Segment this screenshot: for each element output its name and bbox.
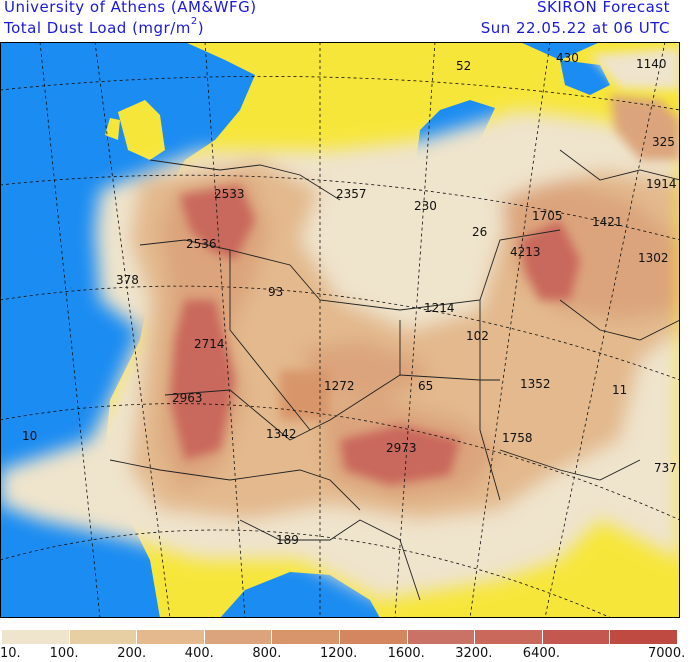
value-label: 378 xyxy=(116,273,139,287)
legend-swatch xyxy=(2,630,69,644)
value-label: 1214 xyxy=(424,301,455,315)
value-label: 2973 xyxy=(386,441,417,455)
value-label: 2533 xyxy=(214,187,245,201)
value-label: 2963 xyxy=(172,391,203,405)
value-label: 1342 xyxy=(266,427,297,441)
forecast-label: SKIRON Forecast xyxy=(537,0,670,16)
legend-swatch xyxy=(137,630,204,644)
value-label: 1302 xyxy=(638,251,669,265)
graticule xyxy=(0,42,680,618)
value-label: 325 xyxy=(652,135,675,149)
value-label: 102 xyxy=(466,329,489,343)
value-label: 1140 xyxy=(636,57,667,71)
country-borders xyxy=(109,149,680,601)
legend-value: 3200. xyxy=(455,646,493,661)
legend-swatch xyxy=(542,630,610,644)
value-label: 65 xyxy=(418,379,433,393)
legend-swatch xyxy=(610,630,677,644)
legend-swatch xyxy=(69,630,137,644)
legend-value: 10. xyxy=(0,646,21,661)
legend-value: 1600. xyxy=(387,646,425,661)
map-title-variable: Total Dust Load (mgr/m2) xyxy=(4,16,205,37)
value-label: 4213 xyxy=(510,245,541,259)
value-label: 1272 xyxy=(324,379,355,393)
value-label: 2714 xyxy=(194,337,225,351)
legend-value: 400. xyxy=(184,646,214,661)
legend-swatch xyxy=(204,630,272,644)
value-label: 11 xyxy=(612,383,627,397)
legend-swatch xyxy=(407,630,475,644)
value-label: 2536 xyxy=(186,237,217,251)
value-label: 2357 xyxy=(336,187,367,201)
value-label: 430 xyxy=(556,51,579,65)
value-label: 93 xyxy=(268,285,283,299)
value-label: 1914 xyxy=(646,177,677,191)
value-label: 737 xyxy=(654,461,677,475)
legend-value: 7000. xyxy=(648,646,686,661)
value-label: 1758 xyxy=(502,431,533,445)
dust-core xyxy=(170,185,580,485)
legend-value: 800. xyxy=(252,646,282,661)
dust-load-map: 52 430 1140 325 1914 2533 2536 2357 230 … xyxy=(0,42,680,618)
value-label: 189 xyxy=(276,533,299,547)
legend-swatch xyxy=(340,630,407,644)
value-label: 10 xyxy=(22,429,37,443)
legend-value: 6400. xyxy=(522,646,561,661)
map-title-institution: University of Athens (AM&WFG) xyxy=(4,0,257,16)
legend-value: 1200. xyxy=(320,646,358,661)
value-label: 1421 xyxy=(592,215,623,229)
value-label: 1352 xyxy=(520,377,551,391)
color-legend xyxy=(2,630,678,644)
legend-swatch xyxy=(475,630,542,644)
forecast-valid-time: Sun 22.05.22 at 06 UTC xyxy=(480,19,670,37)
value-label: 230 xyxy=(414,199,437,213)
value-label: 52 xyxy=(456,59,471,73)
legend-value: 100. xyxy=(49,646,79,661)
legend-value: 200. xyxy=(117,646,147,661)
value-label: 26 xyxy=(472,225,487,239)
legend-swatch xyxy=(272,630,339,644)
value-label: 1705 xyxy=(532,209,563,223)
dust-values: 52 430 1140 325 1914 2533 2536 2357 230 … xyxy=(22,51,677,547)
